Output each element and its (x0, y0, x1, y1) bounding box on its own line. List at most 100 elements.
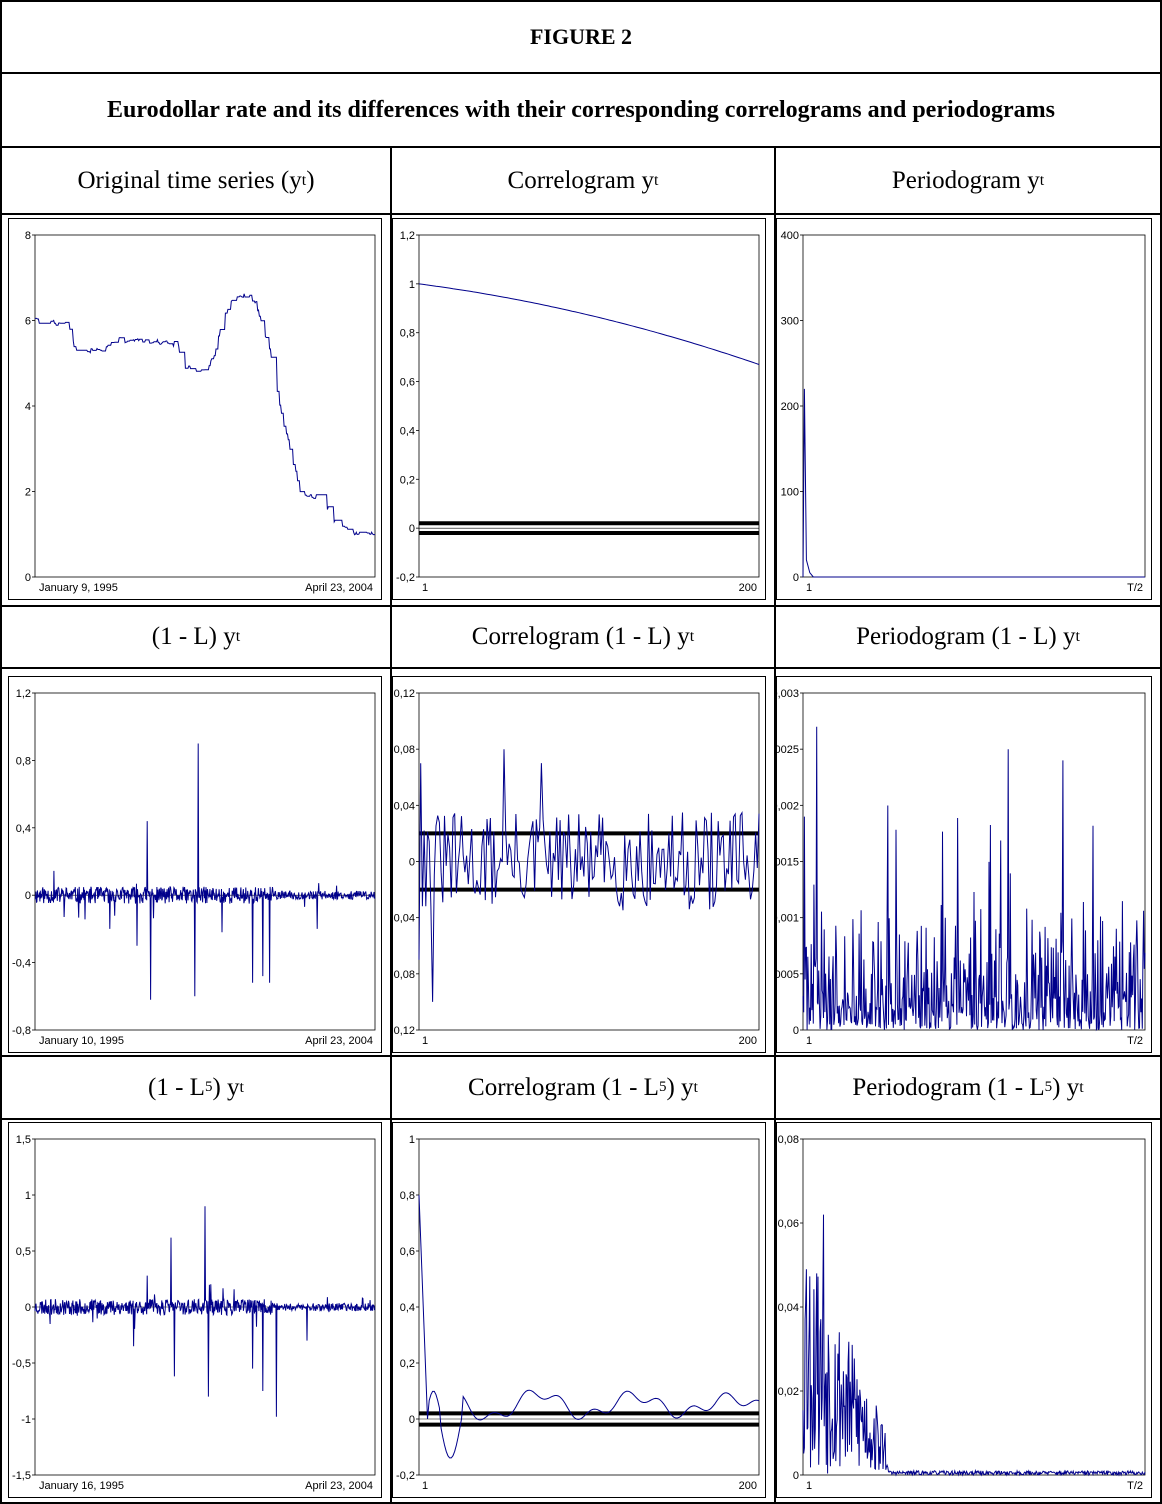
x-tick-label-end: T/2 (1127, 1480, 1143, 1492)
y-tick-label: 100 (781, 487, 799, 499)
y-tick-label: 8 (25, 230, 31, 242)
x-tick-label-start: 1 (422, 582, 428, 594)
y-tick-label: 0,06 (778, 1218, 799, 1230)
y-tick-label: 0,8 (16, 755, 31, 767)
x-tick-label-end: 200 (739, 582, 757, 594)
header-text: (1 - L (148, 1073, 205, 1101)
y-tick-label: -0,12 (393, 1025, 415, 1037)
y-tick-label: 6 (25, 316, 31, 328)
series-line (34, 1206, 376, 1417)
header-text: Correlogram (1 - L) y (471, 623, 690, 650)
y-tick-label: 0,6 (400, 377, 415, 389)
y-tick-label: -0,04 (393, 913, 415, 925)
y-tick-label: 0 (409, 523, 415, 535)
divider-row1-header (0, 213, 1162, 215)
header-text: Periodogram (1 - L) y (856, 623, 1076, 650)
series-line (418, 749, 760, 1002)
x-tick-label-end: April 23, 2004 (305, 582, 373, 594)
y-tick-label: 0,8 (400, 328, 415, 340)
y-tick-label: -0,2 (396, 1470, 415, 1482)
y-tick-label: -0,5 (12, 1358, 31, 1370)
y-tick-label: 1 (409, 279, 415, 291)
frame-right (1160, 0, 1162, 1504)
series-line (418, 1194, 760, 1459)
y-tick-label: 0 (793, 1025, 799, 1037)
y-tick-label: 0,08 (778, 1134, 799, 1146)
y-tick-label: 0,4 (16, 823, 31, 835)
divider-row2-header (0, 667, 1162, 669)
chart-correlogram-first-difference: 0,12 0,08 0,04 0 -0,04 -0,08 -0,12 1 200 (392, 676, 766, 1053)
y-tick-label: 4 (25, 401, 31, 413)
x-tick-label-start: January 10, 1995 (39, 1035, 124, 1047)
y-tick-label: 0,04 (778, 1302, 799, 1314)
header-subscript: t (1039, 171, 1045, 189)
y-tick-label: 0,2 (400, 474, 415, 486)
y-tick-label: 2 (25, 487, 31, 499)
header-text: (1 - L) y (151, 623, 236, 650)
figure-subtitle: Eurodollar rate and its differences with… (107, 97, 1055, 123)
header-subscript: t (1079, 1078, 1084, 1096)
x-tick-label-end: 200 (739, 1480, 757, 1492)
chart-first-difference-svg: 1,2 0,8 0,4 0 -0,4 -0,8 January 10, 1995 April … (12, 688, 376, 1047)
chart-periodogram-y: 400 300 200 100 0 1 T/2 (776, 218, 1152, 600)
column-divider-1 (390, 146, 392, 1504)
y-tick-label: 0,003 (777, 688, 799, 700)
x-tick-label-end: April 23, 2004 (305, 1035, 373, 1047)
series-line (35, 293, 375, 536)
chart-fifth-difference: 1,5 1 0,5 0 -0,5 -1 -1,5 January 16, 1995 April … (8, 1122, 382, 1498)
header-subscript: t (689, 628, 695, 645)
divider-row3-top (0, 1055, 1162, 1057)
y-tick-label: 0,0025 (777, 744, 799, 756)
divider-row2-top (0, 605, 1162, 607)
header-original-series: Original time series (y t) (2, 148, 390, 213)
chart-original-series-svg: 8 6 4 2 0 January 9, 1995 April 23, 2004 (25, 230, 376, 594)
chart-correlogram-y-svg: 1,2 1 0,8 0,6 0,4 0,2 0 -0,2 1 200 (396, 230, 760, 594)
y-tick-label: 0 (409, 857, 415, 869)
header-text: Correlogram y (507, 166, 655, 194)
y-tick-label: -0,08 (393, 969, 415, 981)
header-subscript: t (1075, 628, 1080, 645)
x-tick-label-start: 1 (806, 1035, 812, 1047)
y-tick-label: 0,2 (400, 1358, 415, 1370)
x-tick-label-start: 1 (422, 1035, 428, 1047)
header-text: Periodogram (1 - L (852, 1073, 1045, 1101)
chart-correlogram-fifth-difference-svg: 1 0,8 0,6 0,4 0,2 0 -0,2 1 200 (396, 1134, 760, 1492)
series-line (34, 743, 376, 1000)
x-tick-label-start: 1 (806, 582, 812, 594)
y-tick-label: 0 (25, 890, 31, 902)
divider-subtitle (0, 146, 1162, 148)
x-tick-label-end: T/2 (1127, 582, 1143, 594)
chart-fifth-difference-svg: 1,5 1 0,5 0 -0,5 -1 -1,5 January 16, 1995 April … (12, 1134, 376, 1492)
header-text: Original time series (y (77, 166, 302, 194)
header-subscript: t (654, 171, 659, 189)
chart-correlogram-first-difference-svg: 0,12 0,08 0,04 0 -0,04 -0,08 -0,12 1 200 (393, 688, 760, 1047)
chart-periodogram-first-difference-svg: 0,003 0,0025 0,002 0,0015 0,001 0,0005 01 T/2 (777, 688, 1146, 1047)
header-text: Periodogram y (891, 166, 1040, 194)
chart-original-series: 8 6 4 2 0 January 9, 1995 April 23, 2004 (8, 218, 382, 600)
y-tick-label: 200 (781, 401, 799, 413)
y-tick-label: 0,8 (400, 1190, 415, 1202)
y-tick-label: 0,5 (16, 1246, 31, 1258)
frame-bottom (0, 1502, 1162, 1504)
chart-correlogram-fifth-difference: 1 0,8 0,6 0,4 0,2 0 -0,2 1 200 (392, 1122, 766, 1498)
series-line (802, 1214, 1146, 1477)
y-tick-label: 0,02 (778, 1386, 799, 1398)
header-superscript: 5 (658, 1079, 667, 1095)
series-line (802, 388, 1145, 578)
y-tick-label: 1,2 (400, 230, 415, 242)
y-tick-label: 0,0005 (777, 969, 799, 981)
chart-periodogram-fifth-difference-svg: 0,08 0,06 0,04 0,02 01 T/2 (778, 1134, 1146, 1492)
y-tick-label: 0,4 (400, 1302, 415, 1314)
y-tick-label: 0,04 (394, 800, 415, 812)
chart-correlogram-y: 1,2 1 0,8 0,6 0,4 0,2 0 -0,2 1 200 (392, 218, 766, 600)
y-tick-label: 0,08 (394, 744, 415, 756)
y-tick-label: 0 (409, 1414, 415, 1426)
divider-title (0, 72, 1162, 74)
